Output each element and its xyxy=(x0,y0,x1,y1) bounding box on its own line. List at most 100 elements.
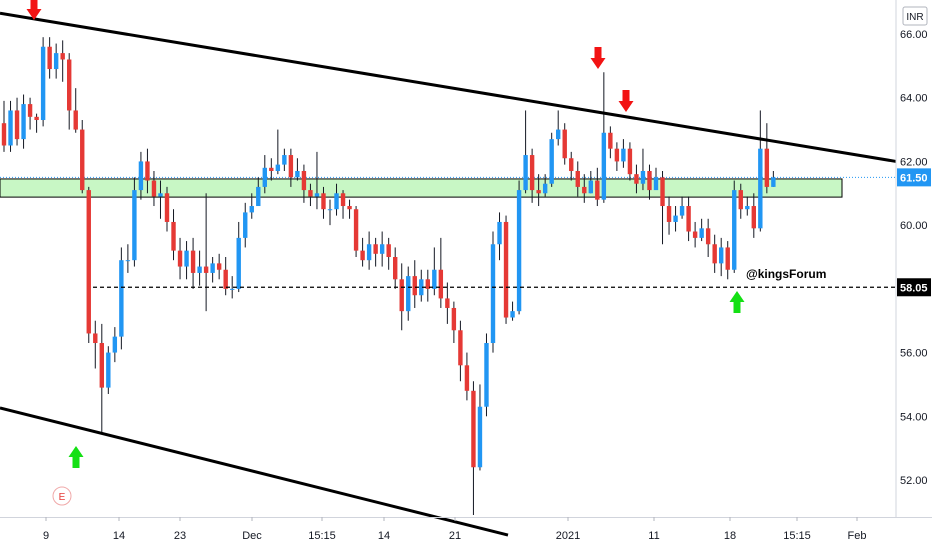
candle[interactable] xyxy=(529,148,535,203)
candle[interactable] xyxy=(8,100,13,152)
time-axis[interactable]: 9 14 23 Dec 15:15 14 21 2021 11 18 15:15 Feb xyxy=(43,517,867,542)
candle[interactable] xyxy=(295,158,300,181)
candle[interactable] xyxy=(425,269,430,302)
candle[interactable] xyxy=(771,170,776,187)
candle[interactable] xyxy=(360,237,365,267)
candle[interactable] xyxy=(497,212,502,261)
candle[interactable] xyxy=(67,53,72,130)
candle[interactable] xyxy=(679,196,685,219)
candle[interactable] xyxy=(21,94,26,149)
candle[interactable] xyxy=(575,161,580,197)
candle[interactable] xyxy=(138,151,144,200)
candle[interactable] xyxy=(562,123,567,165)
candle[interactable] xyxy=(432,247,437,296)
candle[interactable] xyxy=(243,202,248,248)
candle[interactable] xyxy=(321,186,326,219)
candle[interactable] xyxy=(112,327,118,363)
candle[interactable] xyxy=(171,209,176,261)
candle[interactable] xyxy=(379,231,385,267)
candle[interactable] xyxy=(145,148,150,194)
candle[interactable] xyxy=(256,177,261,207)
candle[interactable] xyxy=(412,260,417,308)
candle[interactable] xyxy=(230,276,235,299)
candle[interactable] xyxy=(764,123,770,194)
candle[interactable] xyxy=(340,190,346,219)
candle[interactable] xyxy=(347,199,352,219)
candle[interactable] xyxy=(705,218,711,257)
candle[interactable] xyxy=(601,72,607,203)
candle[interactable] xyxy=(288,148,294,187)
candle[interactable] xyxy=(699,218,704,242)
candle[interactable] xyxy=(353,206,359,257)
candle[interactable] xyxy=(751,193,756,238)
candle[interactable] xyxy=(1,100,7,152)
candle[interactable] xyxy=(249,193,254,219)
candle[interactable] xyxy=(503,215,509,324)
candle[interactable] xyxy=(634,164,639,194)
candle[interactable] xyxy=(484,333,489,417)
candle[interactable] xyxy=(490,231,496,353)
candle[interactable] xyxy=(719,237,724,277)
candle[interactable] xyxy=(660,170,665,245)
candle[interactable] xyxy=(542,174,548,197)
candle[interactable] xyxy=(86,186,91,344)
candle[interactable] xyxy=(125,244,131,273)
candle[interactable] xyxy=(158,180,163,219)
candle[interactable] xyxy=(164,186,170,232)
candle[interactable] xyxy=(216,253,222,280)
candle[interactable] xyxy=(34,113,39,133)
candle[interactable] xyxy=(445,282,450,324)
candle[interactable] xyxy=(438,237,444,308)
candle[interactable] xyxy=(725,241,730,280)
candle[interactable] xyxy=(758,110,763,232)
candle[interactable] xyxy=(99,323,104,433)
earnings-event-marker[interactable]: E xyxy=(52,486,72,506)
candle[interactable] xyxy=(47,37,52,79)
candle[interactable] xyxy=(569,151,574,181)
candle[interactable] xyxy=(582,174,587,203)
candle[interactable] xyxy=(366,231,372,270)
candle[interactable] xyxy=(80,120,85,194)
candle[interactable] xyxy=(712,234,717,273)
candle[interactable] xyxy=(236,221,241,293)
candle[interactable] xyxy=(399,263,404,331)
candle[interactable] xyxy=(647,164,652,200)
candle[interactable] xyxy=(458,320,463,382)
candle[interactable] xyxy=(523,110,528,194)
candle[interactable] xyxy=(516,180,522,315)
candle[interactable] xyxy=(406,266,411,321)
candle[interactable] xyxy=(275,129,281,175)
candle[interactable] xyxy=(673,206,678,232)
lower-trendline[interactable] xyxy=(0,406,509,537)
candle[interactable] xyxy=(197,250,202,286)
candle[interactable] xyxy=(595,167,600,207)
candle[interactable] xyxy=(451,301,457,344)
candle[interactable] xyxy=(621,139,626,168)
upper-trendline[interactable] xyxy=(0,11,897,163)
candle[interactable] xyxy=(653,167,659,191)
candle[interactable] xyxy=(262,155,267,194)
candle[interactable] xyxy=(549,132,554,187)
candle[interactable] xyxy=(738,183,743,219)
candle[interactable] xyxy=(666,196,672,235)
candle[interactable] xyxy=(386,237,391,270)
candle[interactable] xyxy=(190,237,196,289)
candle[interactable] xyxy=(93,320,98,369)
support-resistance-zone[interactable] xyxy=(0,178,843,198)
candle[interactable] xyxy=(471,381,476,516)
candle[interactable] xyxy=(640,148,646,191)
candle[interactable] xyxy=(732,180,737,273)
candle[interactable] xyxy=(627,142,633,181)
candle[interactable] xyxy=(588,170,593,194)
candle[interactable] xyxy=(177,237,183,280)
candle[interactable] xyxy=(393,247,398,289)
candle[interactable] xyxy=(556,110,561,146)
candle[interactable] xyxy=(536,174,541,207)
candle[interactable] xyxy=(73,88,78,133)
candle[interactable] xyxy=(608,126,613,159)
candle[interactable] xyxy=(151,170,157,207)
candle[interactable] xyxy=(419,269,424,302)
candle[interactable] xyxy=(184,241,189,280)
